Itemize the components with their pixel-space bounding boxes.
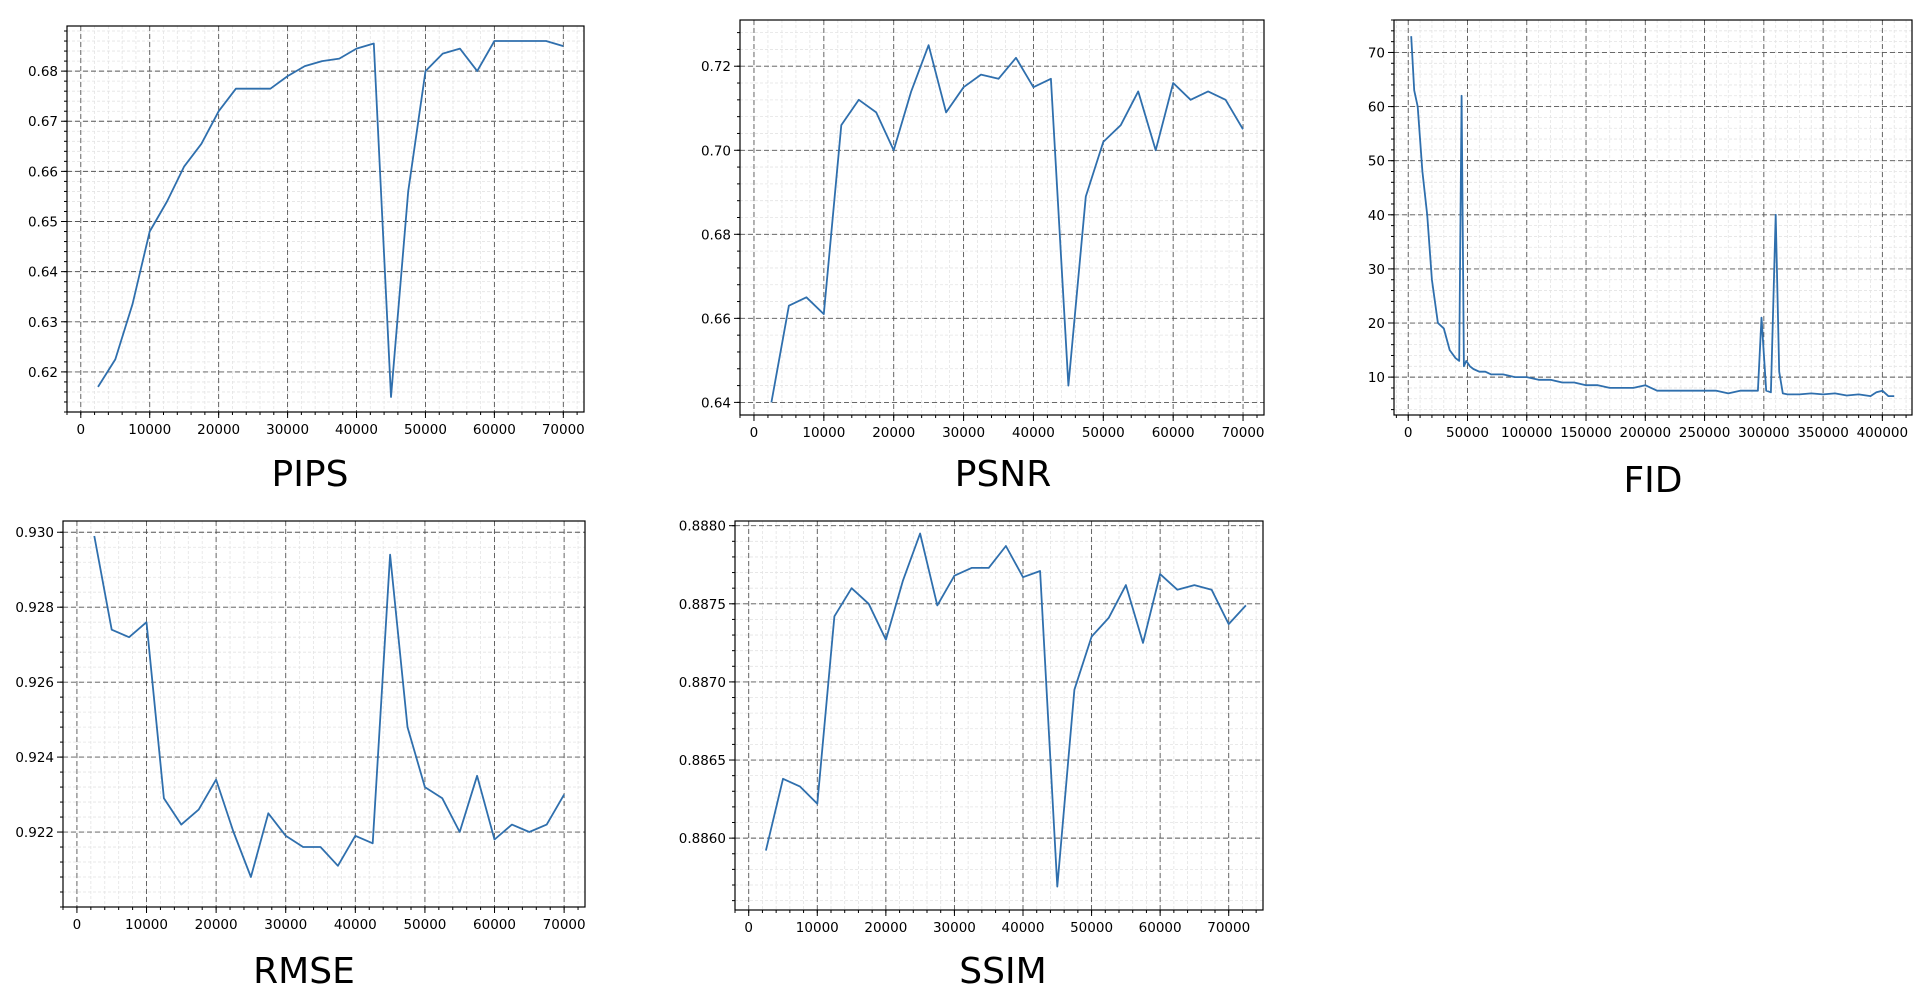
y-tick-label: 0.8875: [679, 597, 726, 613]
x-tick-label: 40000: [1002, 920, 1045, 936]
x-tick-label: 20000: [872, 425, 915, 441]
y-tick-label: 0.8860: [679, 831, 726, 847]
x-tick-label: 150000: [1560, 425, 1612, 441]
y-tick-label: 0.64: [28, 265, 58, 281]
plot-frame: [62, 520, 586, 908]
plot-title: FID: [1623, 460, 1682, 501]
y-tick-label: 50: [1368, 154, 1385, 170]
panel-ssim: 0 10000 20000 30000 40000 50000 60000 70000 0.88…: [679, 519, 1264, 988]
y-tick-label: 0.65: [28, 215, 58, 231]
x-tick-label: 350000: [1797, 425, 1849, 441]
y-tick-label: 0.72: [701, 59, 731, 75]
x-tick-label: 30000: [266, 422, 309, 438]
panel-pips: 0 10000 20000 30000 40000 50000 60000 70000 0.62…: [28, 25, 585, 495]
y-tick-label: 60: [1368, 100, 1385, 116]
x-tick-label: 30000: [264, 917, 307, 933]
x-tick-label: 10000: [128, 422, 171, 438]
y-tick-label: 0.8865: [679, 753, 726, 769]
x-tick-label: 0: [73, 917, 82, 933]
y-tick-label: 0.68: [28, 64, 58, 80]
plot-frame: [734, 520, 1264, 911]
y-tick-label: 0.8880: [679, 519, 726, 535]
plot-title: RMSE: [253, 951, 355, 988]
x-tick-label: 30000: [933, 920, 976, 936]
plot-title: SSIM: [959, 951, 1046, 988]
plot-title: PIPS: [272, 454, 349, 495]
x-tick-label: 50000: [1082, 425, 1125, 441]
x-tick-label: 10000: [802, 425, 845, 441]
series-line: [765, 532, 1247, 888]
x-tick-label: 250000: [1679, 425, 1731, 441]
x-tick-label: 0: [750, 425, 759, 441]
y-tick-label: 30: [1368, 262, 1385, 278]
y-tick-label: 0.63: [28, 315, 58, 331]
panel-psnr: 0 10000 20000 30000 40000 50000 60000 70000 0.64…: [701, 19, 1265, 495]
x-tick-label: 60000: [1152, 425, 1195, 441]
x-tick-label: 10000: [796, 920, 839, 936]
y-tick-label: 0.67: [28, 114, 58, 130]
y-tick-label: 0.66: [28, 164, 58, 180]
y-tick-label: 20: [1368, 316, 1385, 332]
y-tick-label: 0.930: [15, 525, 54, 541]
y-tick-label: 0.70: [701, 143, 731, 159]
x-tick-label: 40000: [1012, 425, 1055, 441]
y-tick-label: 0.62: [28, 365, 58, 381]
y-tick-label: 10: [1368, 370, 1385, 386]
x-tick-label: 20000: [864, 920, 907, 936]
x-tick-label: 400000: [1857, 425, 1909, 441]
x-tick-label: 60000: [473, 917, 516, 933]
x-tick-label: 30000: [942, 425, 985, 441]
x-tick-label: 100000: [1501, 425, 1553, 441]
panel-rmse: 0 10000 20000 30000 40000 50000 60000 70000 0.92…: [15, 520, 586, 988]
x-tick-label: 50000: [1446, 425, 1489, 441]
y-tick-label: 0.8870: [679, 675, 726, 691]
x-tick-label: 0: [76, 422, 85, 438]
x-tick-label: 0: [744, 920, 753, 936]
plot-title: PSNR: [955, 454, 1052, 495]
y-tick-label: 0.924: [15, 750, 54, 766]
y-tick-label: 0.66: [701, 311, 731, 327]
y-tick-label: 70: [1368, 45, 1385, 61]
y-tick-label: 40: [1368, 208, 1385, 224]
x-tick-label: 60000: [1139, 920, 1182, 936]
x-tick-label: 70000: [542, 422, 585, 438]
x-tick-label: 50000: [1070, 920, 1113, 936]
series-line: [1410, 36, 1895, 398]
x-tick-label: 200000: [1620, 425, 1672, 441]
plot-frame: [66, 25, 585, 413]
plot-frame: [1393, 19, 1913, 416]
x-tick-label: 50000: [403, 917, 446, 933]
x-tick-label: 0: [1404, 425, 1413, 441]
x-tick-label: 40000: [334, 917, 377, 933]
x-tick-label: 70000: [1207, 920, 1250, 936]
series-line: [770, 44, 1244, 403]
y-tick-label: 0.68: [701, 227, 731, 243]
y-tick-label: 0.926: [15, 675, 54, 691]
y-tick-label: 0.928: [15, 600, 54, 616]
series-line: [97, 40, 564, 398]
series-line: [93, 535, 565, 878]
y-tick-label: 0.922: [15, 825, 54, 841]
y-tick-label: 0.64: [701, 395, 731, 411]
plot-frame: [739, 19, 1265, 416]
x-tick-label: 20000: [197, 422, 240, 438]
x-tick-label: 20000: [195, 917, 238, 933]
x-tick-label: 70000: [1222, 425, 1265, 441]
x-tick-label: 70000: [543, 917, 586, 933]
x-tick-label: 10000: [125, 917, 168, 933]
x-tick-label: 300000: [1738, 425, 1790, 441]
x-tick-label: 40000: [335, 422, 378, 438]
x-tick-label: 60000: [473, 422, 516, 438]
x-tick-label: 50000: [404, 422, 447, 438]
panel-fid: 0 50000 100000 150000 200000 250000 300000 3500…: [1368, 19, 1913, 501]
